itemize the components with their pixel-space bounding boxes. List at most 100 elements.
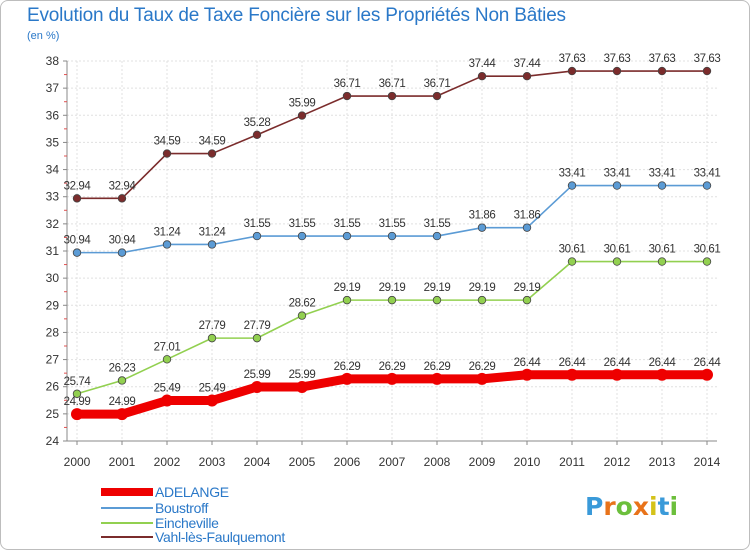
data-label: 31.24 — [199, 226, 227, 238]
data-point — [522, 223, 532, 232]
y-tick-label: 30 — [46, 271, 60, 285]
data-point — [476, 372, 488, 385]
data-label: 25.49 — [199, 383, 226, 395]
data-point — [657, 257, 667, 266]
data-point — [72, 389, 82, 398]
data-point — [656, 368, 668, 381]
legend-label: Boustroff — [155, 500, 209, 516]
data-point — [252, 130, 262, 140]
y-tick-label: 25 — [46, 407, 60, 421]
data-label: 26.44 — [514, 357, 542, 369]
data-label: 33.41 — [649, 168, 676, 180]
data-label: 35.99 — [289, 98, 316, 110]
logo-letter: t — [657, 492, 670, 521]
data-label: 30.94 — [109, 235, 137, 247]
data-point — [567, 66, 577, 76]
data-label: 25.99 — [244, 369, 271, 381]
data-label: 37.63 — [559, 53, 586, 65]
data-label: 28.62 — [289, 298, 316, 310]
data-point — [432, 91, 442, 101]
data-label: 26.23 — [109, 362, 136, 374]
data-label: 26.29 — [469, 361, 496, 373]
data-label: 31.55 — [379, 218, 406, 230]
data-label: 31.86 — [514, 210, 541, 222]
data-label: 31.24 — [154, 226, 182, 238]
data-label: 25.74 — [64, 376, 92, 388]
x-tick-label: 2000 — [64, 455, 91, 469]
x-tick-labels: 2000 2001 2002 2003 2004 2005 2006 2007 2008 2009… — [64, 441, 721, 469]
data-label: 37.63 — [649, 53, 676, 65]
data-label: 26.29 — [379, 361, 406, 373]
data-point — [161, 394, 173, 407]
data-point — [297, 231, 307, 241]
data-point — [567, 181, 577, 190]
data-label: 37.63 — [694, 53, 721, 65]
proxiti-logo: Proxiti — [585, 492, 678, 521]
data-label: 37.63 — [604, 53, 631, 65]
data-label: 26.44 — [694, 357, 722, 369]
data-label: 31.55 — [244, 218, 271, 230]
data-point — [522, 295, 532, 305]
data-point — [521, 368, 533, 381]
data-point — [611, 368, 623, 381]
data-point — [206, 394, 218, 407]
data-label: 29.19 — [514, 282, 541, 294]
y-tick-label: 35 — [46, 135, 60, 149]
data-label: 32.94 — [109, 180, 137, 192]
data-label: 33.41 — [604, 168, 631, 180]
logo-letter: i — [649, 492, 658, 521]
data-point — [207, 240, 217, 249]
data-point — [612, 181, 622, 190]
chart-title: Evolution du Taux de Taxe Foncière sur l… — [27, 5, 566, 26]
data-label: 32.94 — [64, 180, 92, 192]
data-label: 37.44 — [469, 58, 497, 70]
y-tick-label: 33 — [46, 190, 60, 204]
data-label: 27.79 — [199, 320, 226, 332]
y-tick-label: 36 — [46, 108, 60, 122]
data-point — [432, 295, 442, 305]
y-tick-label: 31 — [46, 244, 60, 258]
y-tick-label: 26 — [46, 380, 60, 394]
data-label: 26.44 — [649, 357, 677, 369]
data-point — [566, 368, 578, 381]
legend-swatch — [101, 507, 153, 509]
data-point — [431, 372, 443, 385]
data-label: 26.29 — [334, 361, 361, 373]
data-point — [701, 368, 713, 381]
data-point — [702, 66, 712, 76]
data-label: 31.55 — [289, 218, 316, 230]
legend-label: Vahl-lès-Faulquemont — [155, 529, 285, 545]
data-point — [522, 71, 532, 81]
data-point — [71, 408, 83, 421]
data-point — [207, 149, 217, 158]
data-point — [297, 111, 307, 120]
series-adelange — [71, 368, 713, 421]
series-eincheville — [72, 257, 712, 398]
data-point — [297, 311, 307, 320]
legend-swatch — [101, 522, 153, 524]
data-point — [72, 194, 82, 203]
data-point — [657, 181, 667, 190]
data-label: 30.61 — [694, 244, 721, 256]
data-point — [387, 91, 397, 101]
data-label: 37.44 — [514, 58, 542, 70]
data-label: 25.49 — [154, 383, 181, 395]
y-tick-label: 34 — [46, 163, 60, 177]
y-unit-label: (en %) — [27, 30, 60, 42]
x-tick-label: 2005 — [289, 455, 316, 469]
data-point — [296, 380, 308, 393]
data-label: 34.59 — [199, 136, 226, 148]
data-point — [72, 248, 82, 257]
data-point — [341, 372, 353, 385]
data-label: 36.71 — [424, 78, 451, 90]
x-tick-label: 2009 — [469, 455, 496, 469]
data-point — [612, 66, 622, 76]
data-point — [387, 231, 397, 241]
y-tick-label: 38 — [46, 54, 60, 68]
data-label: 35.28 — [244, 117, 271, 129]
logo-letter: i — [669, 492, 679, 521]
data-label: 29.19 — [424, 282, 451, 294]
data-label: 30.61 — [604, 244, 631, 256]
y-tick-label: 24 — [46, 434, 60, 448]
